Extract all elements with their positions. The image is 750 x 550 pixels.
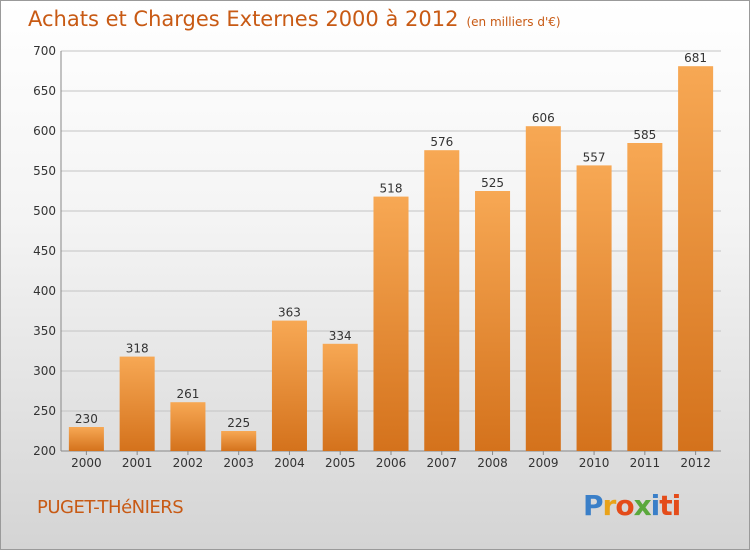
- bar-2006: [373, 196, 409, 451]
- bar-value-label: 261: [176, 387, 199, 401]
- bar-2002: [170, 402, 206, 451]
- bar-2010: [576, 165, 612, 451]
- x-tick-label: 2003: [223, 456, 254, 470]
- y-tick-label: 450: [33, 244, 56, 258]
- chart-title: Achats et Charges Externes 2000 à 2012 (e…: [28, 7, 561, 31]
- proxiti-logo: Proxiti: [583, 489, 681, 522]
- y-tick-label: 700: [33, 44, 56, 58]
- y-tick-label: 250: [33, 404, 56, 418]
- chart-title-text: Achats et Charges Externes 2000 à 2012: [28, 7, 459, 31]
- bar-value-label: 557: [583, 150, 606, 164]
- bar-value-label: 225: [227, 416, 250, 430]
- x-tick-label: 2009: [528, 456, 559, 470]
- bar-value-label: 585: [633, 128, 656, 142]
- x-tick-label: 2005: [325, 456, 356, 470]
- chart-unit-note: (en milliers d'€): [466, 15, 561, 29]
- bar-value-label: 525: [481, 176, 504, 190]
- x-tick-label: 2008: [477, 456, 508, 470]
- x-tick-label: 2010: [579, 456, 610, 470]
- y-tick-label: 500: [33, 204, 56, 218]
- y-tick-label: 300: [33, 364, 56, 378]
- x-tick-label: 2006: [376, 456, 407, 470]
- bar-2007: [424, 150, 460, 451]
- x-tick-label: 2007: [426, 456, 457, 470]
- bar-value-label: 230: [75, 412, 98, 426]
- town-name: PUGET-THéNIERS: [37, 497, 184, 518]
- bar-2005: [322, 343, 358, 451]
- bar-value-label: 606: [532, 111, 555, 125]
- bar-2011: [627, 143, 663, 451]
- bar-value-label: 363: [278, 306, 301, 320]
- y-tick-label: 550: [33, 164, 56, 178]
- y-tick-label: 600: [33, 124, 56, 138]
- bar-2000: [68, 427, 104, 451]
- bar-value-label: 334: [329, 329, 352, 343]
- bar-2008: [475, 191, 511, 451]
- bar-value-label: 576: [430, 135, 453, 149]
- bar-value-label: 318: [126, 342, 149, 356]
- y-tick-label: 350: [33, 324, 56, 338]
- bar-2001: [119, 356, 155, 451]
- x-tick-label: 2002: [173, 456, 204, 470]
- bar-value-label: 518: [380, 182, 403, 196]
- bar-2003: [221, 431, 257, 451]
- bar-2012: [678, 66, 714, 451]
- y-tick-label: 400: [33, 284, 56, 298]
- bar-2009: [525, 126, 561, 451]
- bar-2004: [271, 320, 307, 451]
- x-tick-label: 2012: [680, 456, 711, 470]
- bar-value-label: 681: [684, 51, 707, 65]
- x-tick-label: 2011: [630, 456, 661, 470]
- y-tick-label: 650: [33, 84, 56, 98]
- x-tick-label: 2004: [274, 456, 305, 470]
- x-tick-label: 2000: [71, 456, 102, 470]
- x-tick-label: 2001: [122, 456, 153, 470]
- y-tick-label: 200: [33, 444, 56, 458]
